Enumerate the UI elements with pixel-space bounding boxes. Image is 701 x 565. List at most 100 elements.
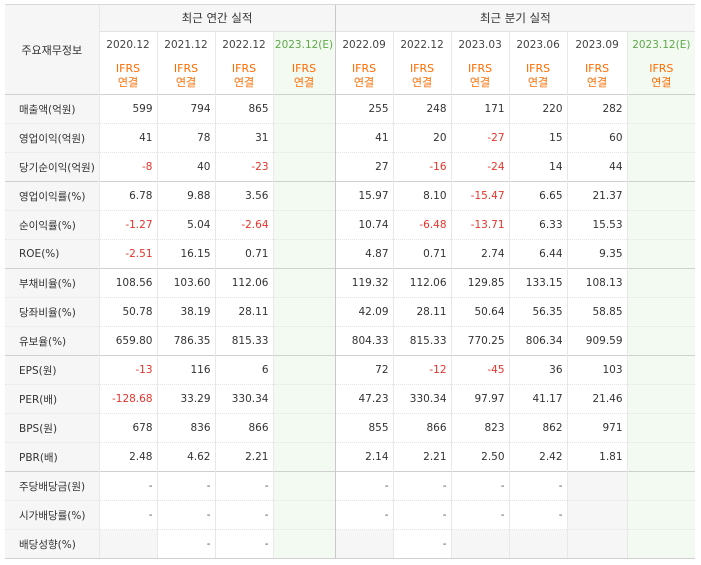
- table-cell: -: [98, 471, 157, 501]
- table-cell: 866: [392, 413, 452, 443]
- table-cell: [626, 500, 696, 530]
- table-cell: 41: [334, 123, 394, 153]
- table-cell: 4.62: [156, 442, 215, 472]
- table-cell: 823: [450, 413, 510, 443]
- table-cell: 6.65: [508, 181, 568, 211]
- consolidated-label: 연결: [411, 76, 433, 90]
- table-cell: 108.56: [98, 268, 157, 298]
- table-cell: 28.11: [392, 297, 452, 327]
- table-cell: -: [450, 471, 510, 501]
- financial-data-body: 매출액(억원) 599 794 865 255 248 171 220 282 영업이익(억원) 4…: [5, 94, 696, 559]
- ifrs-label: IFRS: [467, 62, 493, 76]
- consolidated-label: 연결: [586, 76, 608, 90]
- table-cell: [626, 94, 696, 124]
- ifrs-consolidated-label: IFRS 연결: [98, 58, 157, 95]
- table-cell: -128.68: [98, 384, 157, 414]
- period-header: 2023.12(E): [272, 31, 336, 59]
- ifrs-consolidated-label: IFRS 연결: [626, 58, 696, 95]
- row-label: 순이익률(%): [5, 210, 99, 240]
- table-cell: 3.56: [214, 181, 273, 211]
- table-cell: [626, 326, 696, 356]
- table-row: EPS(원) -13 116 6 72 -12 -45 36 103: [5, 355, 696, 385]
- table-cell: -13: [98, 355, 157, 385]
- table-cell: 2.42: [508, 442, 568, 472]
- table-cell: 28.11: [214, 297, 273, 327]
- financial-summary-table: 주요재무정보 최근 연간 실적 최근 분기 실적 2020.12 2021.12 2…: [5, 4, 696, 559]
- table-cell: 41.17: [508, 384, 568, 414]
- table-cell: 1.81: [566, 442, 628, 472]
- table-cell: -13.71: [450, 210, 510, 240]
- table-cell: -: [392, 500, 452, 530]
- consolidated-label: 연결: [353, 76, 375, 90]
- table-cell: [272, 384, 336, 414]
- table-cell: [334, 529, 394, 559]
- consolidated-label: 연결: [651, 76, 672, 90]
- table-cell: 282: [566, 94, 628, 124]
- table-cell: 836: [156, 413, 215, 443]
- table-cell: [450, 529, 510, 559]
- ifrs-label: IFRS: [173, 62, 199, 76]
- ifrs-label: IFRS: [649, 62, 674, 76]
- table-cell: 171: [450, 94, 510, 124]
- table-cell: [98, 529, 157, 559]
- table-cell: [626, 210, 696, 240]
- table-cell: 2.74: [450, 239, 510, 269]
- table-cell: 50.64: [450, 297, 510, 327]
- table-row: 유보율(%) 659.80 786.35 815.33 804.33 815.33 770.…: [5, 326, 696, 356]
- period-header-row: 2020.12 2021.12 2022.12 2023.12(E) 2022.09 20…: [5, 31, 696, 59]
- table-cell: 815.33: [214, 326, 273, 356]
- table-cell: -12: [392, 355, 452, 385]
- table-cell: -: [214, 500, 273, 530]
- table-cell: [626, 268, 696, 298]
- consolidated-label: 연결: [233, 76, 255, 90]
- table-cell: 770.25: [450, 326, 510, 356]
- table-cell: 112.06: [214, 268, 273, 298]
- row-label: 시가배당률(%): [5, 500, 99, 530]
- table-cell: 16.15: [156, 239, 215, 269]
- table-cell: [272, 181, 336, 211]
- table-cell: 40: [156, 152, 215, 182]
- table-cell: 794: [156, 94, 215, 124]
- table-cell: [566, 529, 628, 559]
- table-cell: [272, 239, 336, 269]
- table-cell: 21.46: [566, 384, 628, 414]
- ifrs-label: IFRS: [115, 62, 141, 76]
- table-cell: 31: [214, 123, 273, 153]
- table-cell: 804.33: [334, 326, 394, 356]
- table-cell: 5.04: [156, 210, 215, 240]
- ifrs-consolidated-label: IFRS 연결: [156, 58, 215, 95]
- table-cell: 255: [334, 94, 394, 124]
- table-cell: 72: [334, 355, 394, 385]
- table-cell: 220: [508, 94, 568, 124]
- table-row: 시가배당률(%) - - - - - - -: [5, 500, 696, 530]
- ifrs-consolidated-label: IFRS 연결: [214, 58, 273, 95]
- table-row: 매출액(억원) 599 794 865 255 248 171 220 282: [5, 94, 696, 124]
- table-cell: 56.35: [508, 297, 568, 327]
- table-cell: 9.35: [566, 239, 628, 269]
- table-cell: -: [214, 529, 273, 559]
- period-header: 2022.12: [214, 31, 273, 59]
- table-cell: 116: [156, 355, 215, 385]
- table-cell: 4.87: [334, 239, 394, 269]
- table-cell: -: [392, 471, 452, 501]
- table-cell: [272, 529, 336, 559]
- table-cell: 0.71: [392, 239, 452, 269]
- table-cell: 2.48: [98, 442, 157, 472]
- period-header: 2023.12(E): [626, 31, 696, 59]
- table-cell: -15.47: [450, 181, 510, 211]
- table-cell: 108.13: [566, 268, 628, 298]
- table-cell: 78: [156, 123, 215, 153]
- table-cell: 15.53: [566, 210, 628, 240]
- table-cell: [626, 239, 696, 269]
- table-cell: 36: [508, 355, 568, 385]
- row-label: 당기순이익(억원): [5, 152, 99, 182]
- table-cell: -6.48: [392, 210, 452, 240]
- table-cell: 2.50: [450, 442, 510, 472]
- table-cell: -45: [450, 355, 510, 385]
- table-cell: -: [156, 471, 215, 501]
- table-cell: [508, 529, 568, 559]
- table-cell: [272, 442, 336, 472]
- table-cell: 119.32: [334, 268, 394, 298]
- table-cell: 855: [334, 413, 394, 443]
- table-row: 당기순이익(억원) -8 40 -23 27 -16 -24 14 44: [5, 152, 696, 182]
